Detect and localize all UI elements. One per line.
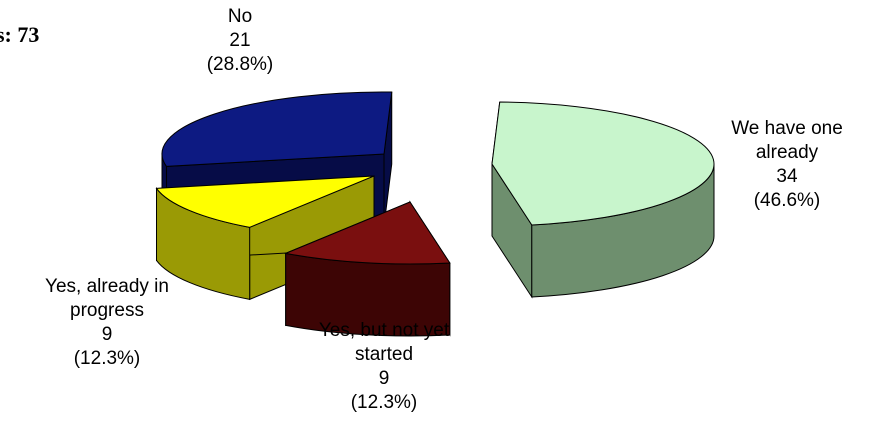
slice-top	[283, 201, 451, 265]
slice-label-line: 9	[379, 368, 390, 389]
slice-label-line: Yes, already in	[45, 276, 169, 297]
slice-label-line: 21	[229, 30, 250, 51]
slice-label-line: already	[756, 142, 819, 163]
slice-label: Yes, but not yet started 9 (12.3%)	[319, 320, 450, 413]
slice-top	[161, 91, 393, 167]
respondents-count: s: 73	[0, 22, 40, 47]
slice-label-line: progress	[70, 300, 144, 321]
slice-top	[155, 175, 375, 228]
pie-slice	[283, 200, 451, 337]
slice-label-line: started	[355, 344, 413, 365]
slice-label-line: 34	[776, 166, 798, 187]
slice-label-line: (28.8%)	[207, 54, 274, 75]
slice-label-line: 9	[102, 324, 113, 345]
slice-label-line: No	[228, 6, 252, 27]
slice-label-line: (12.3%)	[74, 348, 141, 369]
slice-label: No 21 (28.8%)	[207, 6, 274, 75]
slice-label-line: (46.6%)	[754, 190, 821, 211]
slice-label-line: (12.3%)	[351, 392, 418, 413]
slice-label: Yes, already in progress 9 (12.3%)	[45, 276, 169, 369]
slice-top	[491, 101, 715, 226]
slice-label: We have one already 34 (46.6%)	[731, 118, 843, 211]
pie-slice	[491, 101, 715, 299]
slice-label-line: We have one	[731, 118, 843, 139]
slice-label-line: Yes, but not yet	[319, 320, 450, 341]
